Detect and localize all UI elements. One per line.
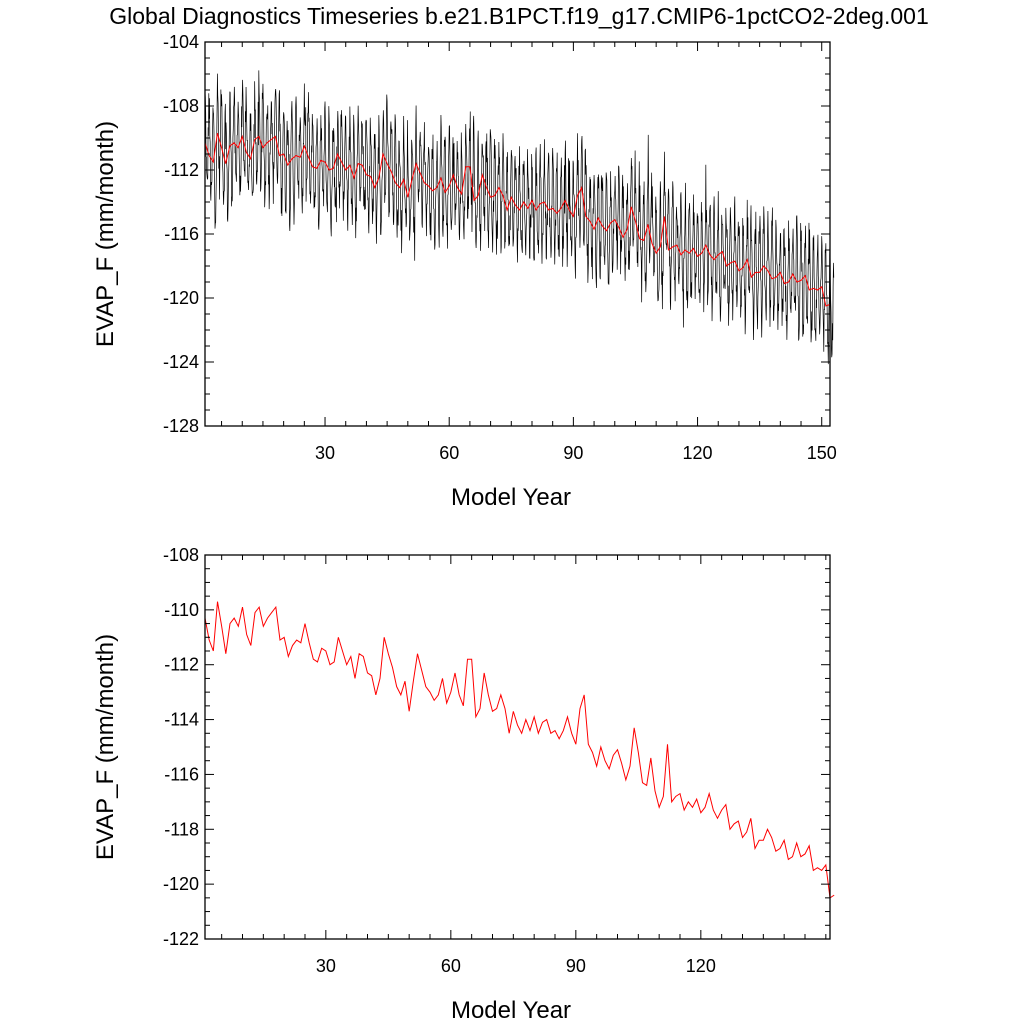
x-tick-label: 120 — [686, 956, 716, 976]
annual-series-line — [204, 133, 831, 307]
y-tick-label: -122 — [163, 929, 199, 949]
bottom-y-axis-label: EVAP_F (mm/month) — [92, 634, 119, 860]
top-panel: -128 -124 -120 -116 -112 -108 -104 30 60 90 120 15… — [92, 32, 837, 511]
figure-title: Global Diagnostics Timeseries b.e21.B1PC… — [109, 3, 929, 29]
y-tick-label: -118 — [164, 819, 199, 839]
top-y-axis-label: EVAP_F (mm/month) — [92, 121, 119, 347]
y-tick-label: -128 — [163, 416, 199, 436]
bottom-x-axis: 30 60 90 120 — [221, 555, 827, 976]
y-tick-label: -108 — [163, 96, 199, 116]
y-tick-label: -112 — [164, 160, 199, 180]
x-tick-label: 90 — [563, 443, 583, 463]
x-tick-label: 90 — [566, 956, 586, 976]
bottom-y-axis: -122 -120 -118 -116 -114 -112 -110 -108 — [163, 545, 830, 949]
y-tick-label: -104 — [163, 32, 199, 52]
bottom-x-axis-label: Model Year — [451, 997, 571, 1024]
bottom-annual-line — [204, 601, 835, 899]
y-tick-label: -120 — [163, 874, 199, 894]
y-tick-label: -110 — [164, 600, 199, 620]
x-tick-label: 30 — [316, 956, 336, 976]
top-monthly-line — [204, 70, 835, 365]
x-tick-label: 150 — [807, 443, 837, 463]
plot-frame — [204, 554, 831, 940]
y-tick-label: -124 — [163, 352, 199, 372]
y-tick-label: -116 — [164, 764, 199, 784]
y-tick-label: -116 — [164, 224, 199, 244]
y-tick-label: -114 — [164, 710, 199, 730]
x-tick-label: 60 — [439, 443, 459, 463]
bottom-panel: -122 -120 -118 -116 -114 -112 -110 -108 30 60 90 1… — [92, 545, 835, 1024]
y-tick-label: -112 — [164, 655, 199, 675]
top-x-axis-label: Model Year — [451, 484, 571, 511]
x-tick-label: 60 — [441, 956, 461, 976]
top-y-axis: -128 -124 -120 -116 -112 -108 -104 — [163, 32, 830, 436]
y-tick-label: -120 — [163, 288, 199, 308]
monthly-series-line — [204, 70, 835, 365]
top-annual-line — [204, 133, 831, 307]
annual-series-line — [204, 601, 835, 899]
top-x-axis: 30 60 90 120 150 — [221, 42, 837, 463]
x-tick-label: 120 — [683, 443, 713, 463]
bottom-plot-frame — [204, 554, 831, 940]
x-tick-label: 30 — [315, 443, 335, 463]
y-tick-label: -108 — [163, 545, 199, 565]
